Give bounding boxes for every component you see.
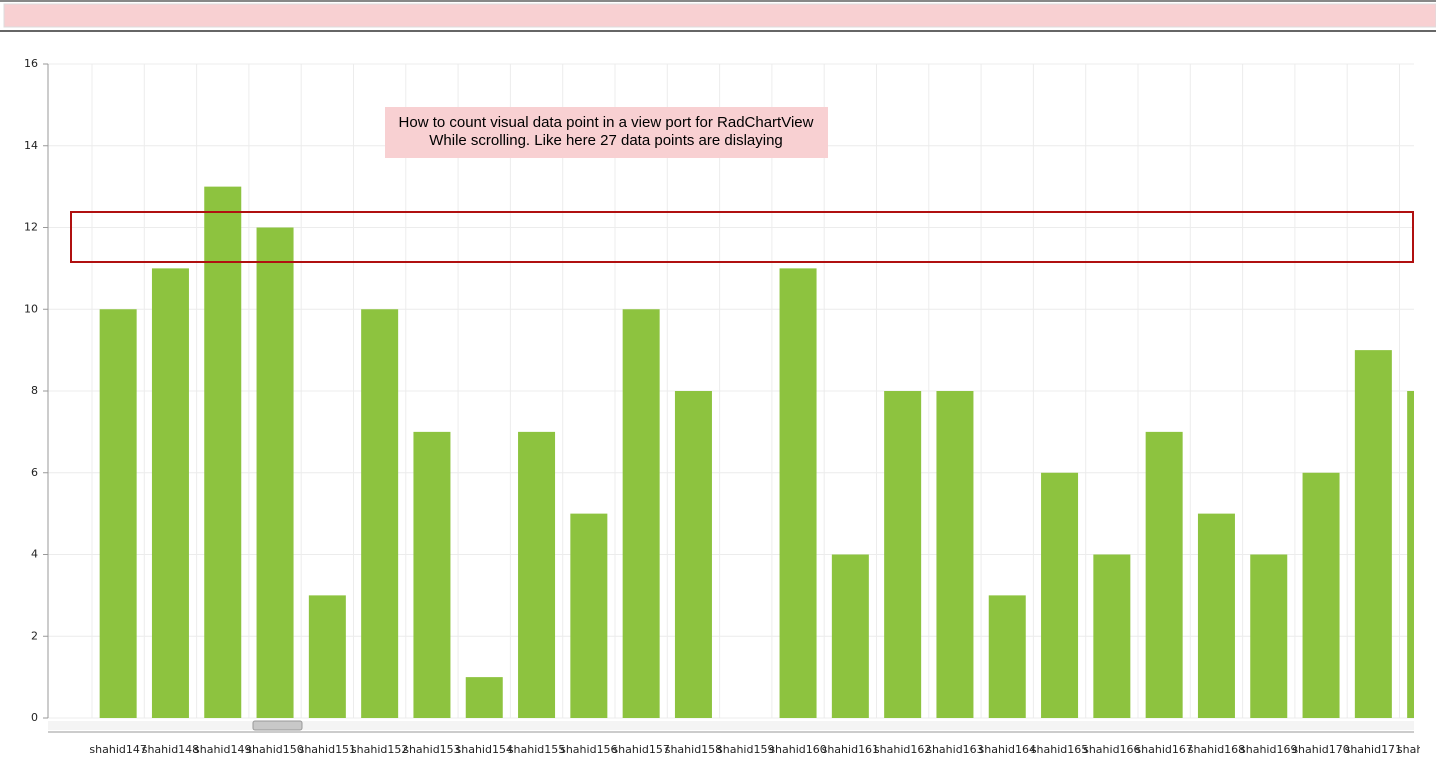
- x-tick-label: shahid153: [403, 743, 460, 756]
- bar: [1250, 554, 1288, 718]
- bar: [831, 554, 869, 718]
- x-labels: shahid147shahid148shahid149shahid150shah…: [89, 743, 1436, 756]
- x-tick-label: shahid171: [1345, 743, 1402, 756]
- bar: [151, 268, 189, 718]
- x-tick-label: shahid159: [717, 743, 774, 756]
- x-tick-label: shahid147: [89, 743, 146, 756]
- bar: [1093, 554, 1131, 718]
- y-tick-label: 0: [31, 711, 38, 724]
- x-tick-label: shahid150: [246, 743, 303, 756]
- x-tick-label: shahid152: [351, 743, 408, 756]
- x-tick-label: shahid167: [1135, 743, 1192, 756]
- bar: [988, 595, 1026, 718]
- x-tick-label: shahid165: [1031, 743, 1088, 756]
- x-tick-label: shahid169: [1240, 743, 1297, 756]
- bar: [308, 595, 346, 718]
- highlight-box: [70, 211, 1414, 263]
- bars: [99, 186, 1414, 718]
- x-tick-label: shahid149: [194, 743, 251, 756]
- x-tick-label: shahid164: [979, 743, 1036, 756]
- bar: [570, 513, 608, 718]
- x-tick-label: shahid148: [142, 743, 199, 756]
- bar: [1197, 513, 1235, 718]
- x-tick-label: shahid154: [456, 743, 513, 756]
- x-tick-label: shahid172: [1397, 743, 1436, 756]
- bar: [1407, 391, 1414, 718]
- y-tick-label: 4: [31, 548, 38, 561]
- x-tick-label: shahid151: [299, 743, 356, 756]
- y-tick-label: 16: [24, 57, 38, 70]
- y-tick-label: 12: [24, 221, 38, 234]
- y-tick-label: 2: [31, 629, 38, 642]
- bar: [99, 309, 137, 718]
- x-tick-label: shahid170: [1292, 743, 1349, 756]
- bar: [1145, 431, 1183, 718]
- x-tick-label: shahid161: [822, 743, 879, 756]
- x-tick-label: shahid156: [560, 743, 617, 756]
- scroll-thumb[interactable]: [252, 720, 303, 731]
- header-bar: [3, 3, 1436, 28]
- separator: [0, 30, 1436, 32]
- bar: [622, 309, 660, 718]
- y-tick-label: 10: [24, 302, 38, 315]
- bar: [779, 268, 817, 718]
- bar: [1302, 472, 1340, 718]
- annotation: How to count visual data point in a view…: [399, 114, 814, 131]
- bar: [1354, 350, 1392, 718]
- y-tick-label: 8: [31, 384, 38, 397]
- bar: [518, 431, 556, 718]
- x-tick-label: shahid162: [874, 743, 931, 756]
- bar: [1041, 472, 1079, 718]
- x-tick-label: shahid166: [1083, 743, 1140, 756]
- scrollbar[interactable]: [48, 721, 1414, 730]
- annotation-box: [385, 107, 828, 158]
- bar: [884, 391, 922, 718]
- bar: [465, 677, 503, 718]
- x-tick-label: shahid158: [665, 743, 722, 756]
- bar: [936, 391, 974, 718]
- y-tick-label: 6: [31, 466, 38, 479]
- bar: [361, 309, 399, 718]
- bar: [204, 186, 242, 718]
- x-tick-label: shahid163: [926, 743, 983, 756]
- bar: [256, 227, 294, 718]
- x-tick-label: shahid160: [769, 743, 826, 756]
- y-tick-label: 14: [24, 139, 38, 152]
- bar: [413, 431, 451, 718]
- bar: [674, 391, 712, 718]
- x-tick-label: shahid155: [508, 743, 565, 756]
- annotation: While scrolling. Like here 27 data point…: [429, 132, 783, 149]
- x-tick-label: shahid168: [1188, 743, 1245, 756]
- top-border: [0, 0, 1436, 2]
- x-tick-label: shahid157: [612, 743, 669, 756]
